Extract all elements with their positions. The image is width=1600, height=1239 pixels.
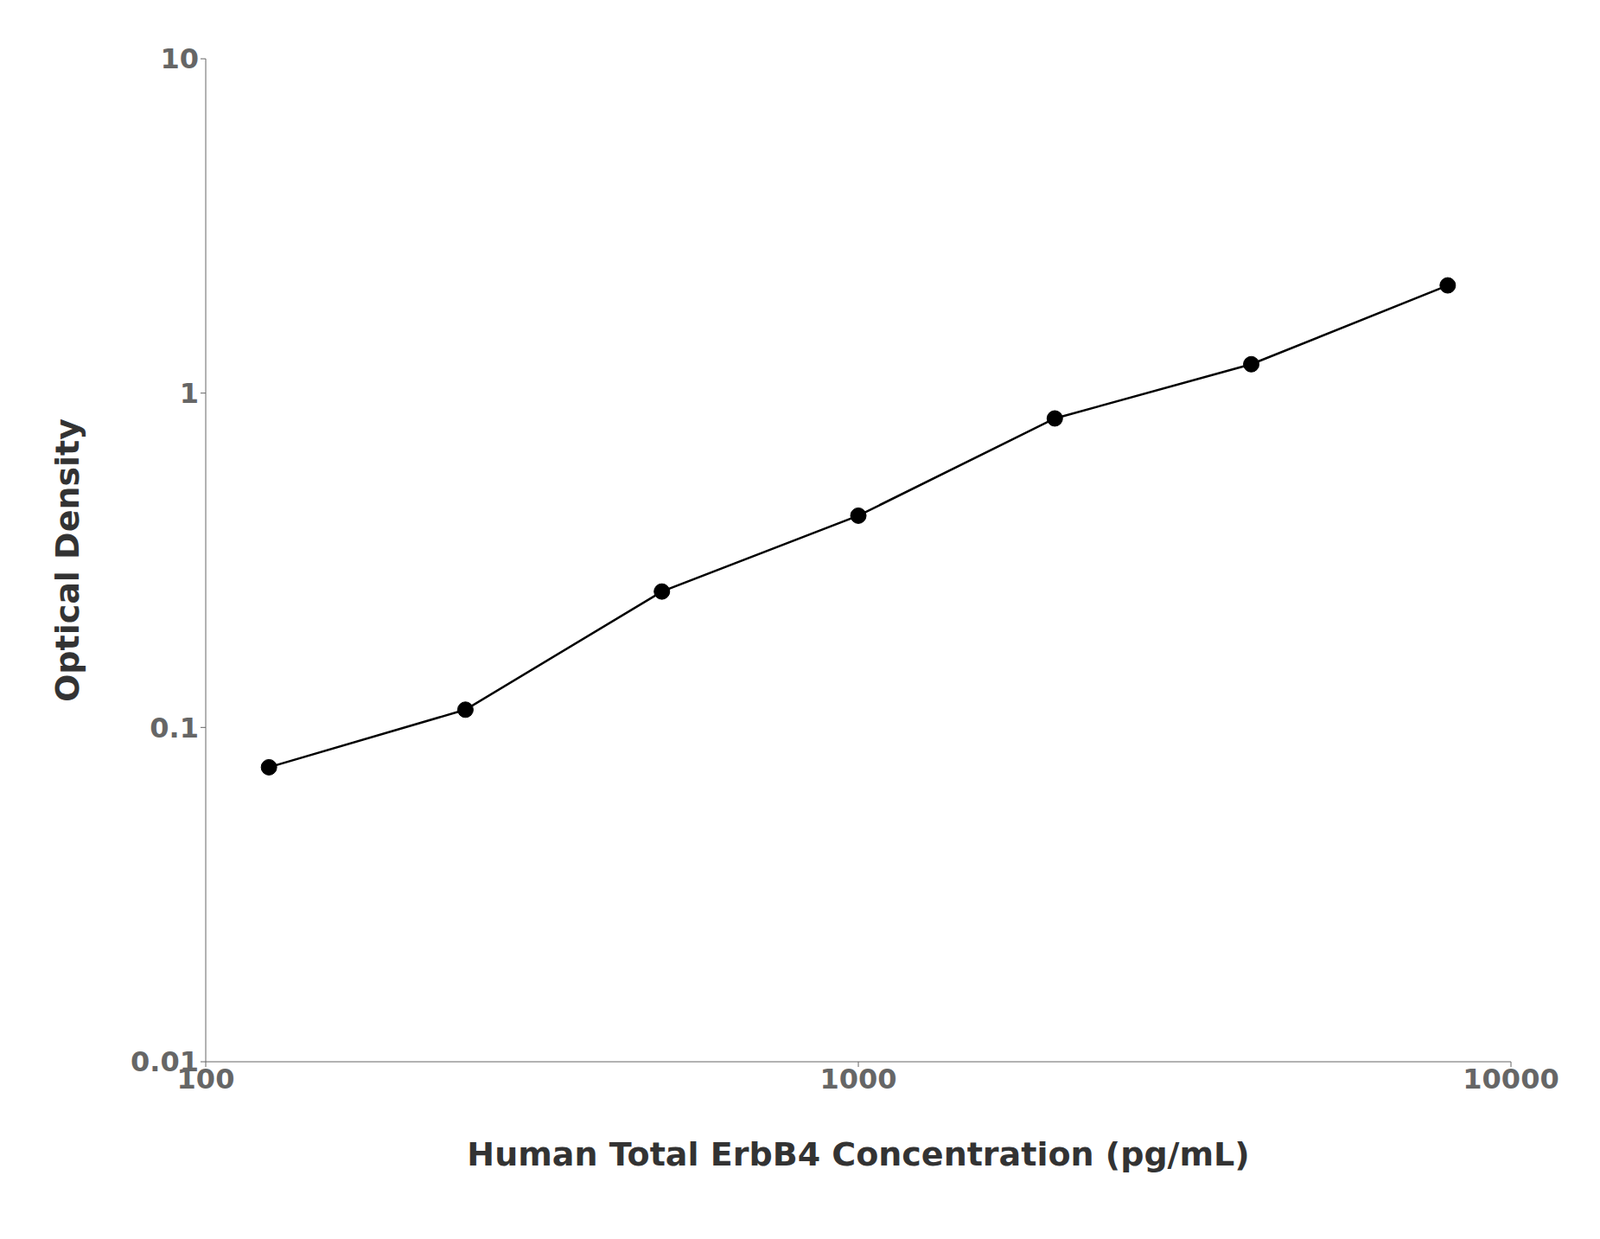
svg-text:100: 100 <box>176 1062 235 1095</box>
svg-text:10: 10 <box>159 42 199 76</box>
svg-text:10000: 10000 <box>1462 1062 1559 1096</box>
svg-text:0.1: 0.1 <box>149 711 199 745</box>
svg-text:Human Total ErbB4 Concentratio: Human Total ErbB4 Concentration (pg/mL) <box>466 1134 1250 1173</box>
svg-text:1: 1 <box>179 376 199 410</box>
svg-text:Optical Density: Optical Density <box>48 418 87 702</box>
svg-text:1000: 1000 <box>819 1062 897 1096</box>
svg-text:0.01: 0.01 <box>130 1045 199 1078</box>
